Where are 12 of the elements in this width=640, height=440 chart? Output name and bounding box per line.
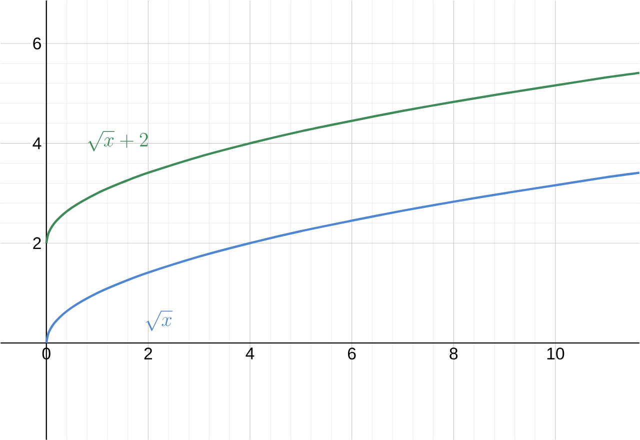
line-series	[45, 171, 640, 344]
line-series	[45, 72, 640, 244]
y-tick-label: 6	[33, 37, 41, 50]
x-tick-label: 8	[450, 347, 458, 360]
text: $\sqrt{x}$	[146, 310, 172, 331]
y-tick-label: 4	[32, 137, 42, 149]
x-tick-label: 4	[246, 347, 254, 360]
x-tick-label: 10	[547, 347, 564, 360]
x-tick-label: 2	[144, 347, 152, 360]
x-tick-label: 6	[348, 347, 356, 360]
y-tick-label: 2	[33, 237, 41, 249]
series-label: $\sqrt{x}+2$	[88, 130, 148, 152]
